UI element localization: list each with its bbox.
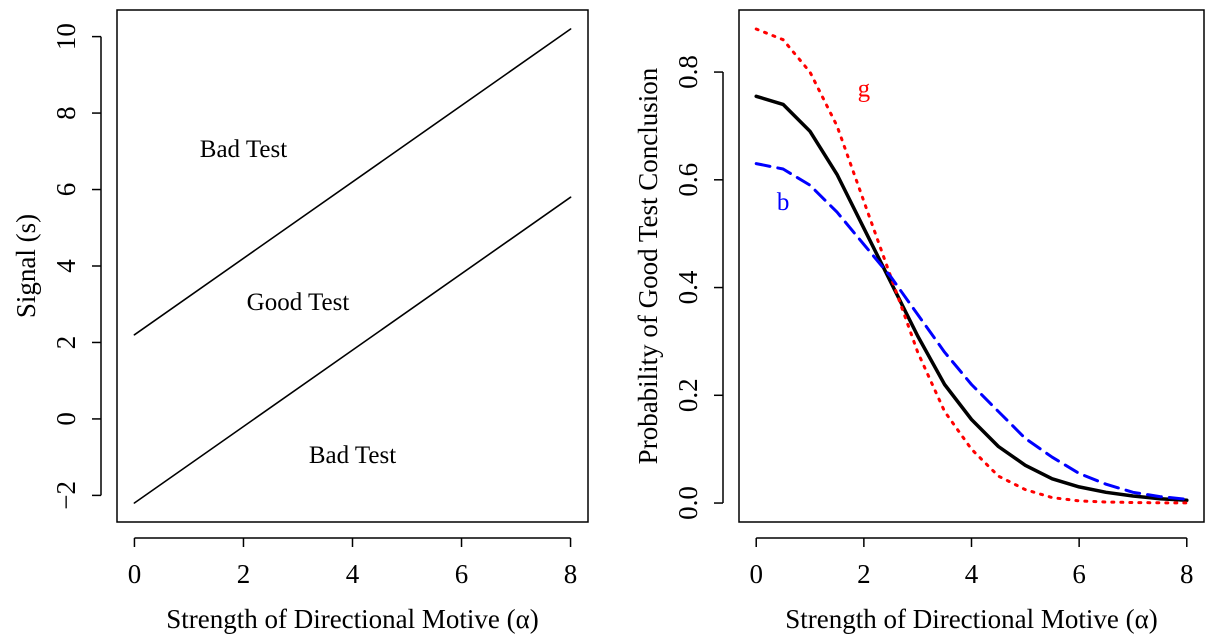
y-tick-label: 8 <box>51 106 81 120</box>
series-line-solid <box>133 28 572 336</box>
chart-annotation: Bad Test <box>200 136 287 163</box>
x-tick-label: 4 <box>965 559 979 589</box>
x-tick-label: 4 <box>346 559 360 589</box>
series-line-dotted <box>754 27 1189 505</box>
series-line-solid <box>133 196 572 504</box>
y-tick-label: 0.2 <box>673 378 703 412</box>
series-line-solid <box>754 94 1189 503</box>
y-axis-title: Probability of Good Test Conclusion <box>633 67 663 464</box>
y-tick-label: 0.8 <box>673 55 703 89</box>
y-tick-label: 0.4 <box>673 270 703 304</box>
chart-annotation: Bad Test <box>309 442 396 469</box>
x-tick-label: 2 <box>237 559 251 589</box>
x-tick-label: 6 <box>455 559 469 589</box>
series-line-dashed <box>754 162 1189 501</box>
x-axis-title: Strength of Directional Motive (α) <box>785 604 1158 634</box>
x-tick-label: 8 <box>1180 559 1194 589</box>
y-tick-label: 6 <box>51 183 81 197</box>
x-tick-label: 2 <box>857 559 871 589</box>
y-tick-label: 10 <box>51 23 81 50</box>
y-tick-label: 0.0 <box>673 486 703 520</box>
x-tick-label: 0 <box>128 559 142 589</box>
y-tick-label: 2 <box>51 336 81 350</box>
x-axis-title: Strength of Directional Motive (α) <box>166 604 539 634</box>
y-tick-label: 4 <box>51 259 81 273</box>
chart-annotation: b <box>777 189 790 216</box>
x-tick-label: 6 <box>1072 559 1086 589</box>
chart-panel-2: 0 2 4 6 8 0.0 0.2 0.4 0.6 0.8 Strength of Directio… <box>633 9 1205 634</box>
x-tick-label: 0 <box>749 559 763 589</box>
y-tick-label: 0 <box>51 412 81 426</box>
plot-frame <box>738 9 1205 523</box>
chart-annotation: Good Test <box>247 289 350 316</box>
y-tick-label: −2 <box>51 481 81 510</box>
plot-frame <box>116 9 589 523</box>
x-tick-label: 8 <box>564 559 578 589</box>
chart-annotation: g <box>858 76 871 103</box>
y-tick-label: 0.6 <box>673 163 703 197</box>
y-axis-title: Signal (s) <box>11 214 41 318</box>
chart-panel-1: 0 2 4 6 8 −2 0 2 4 6 8 10 Strength of Directional Mo… <box>11 9 589 634</box>
